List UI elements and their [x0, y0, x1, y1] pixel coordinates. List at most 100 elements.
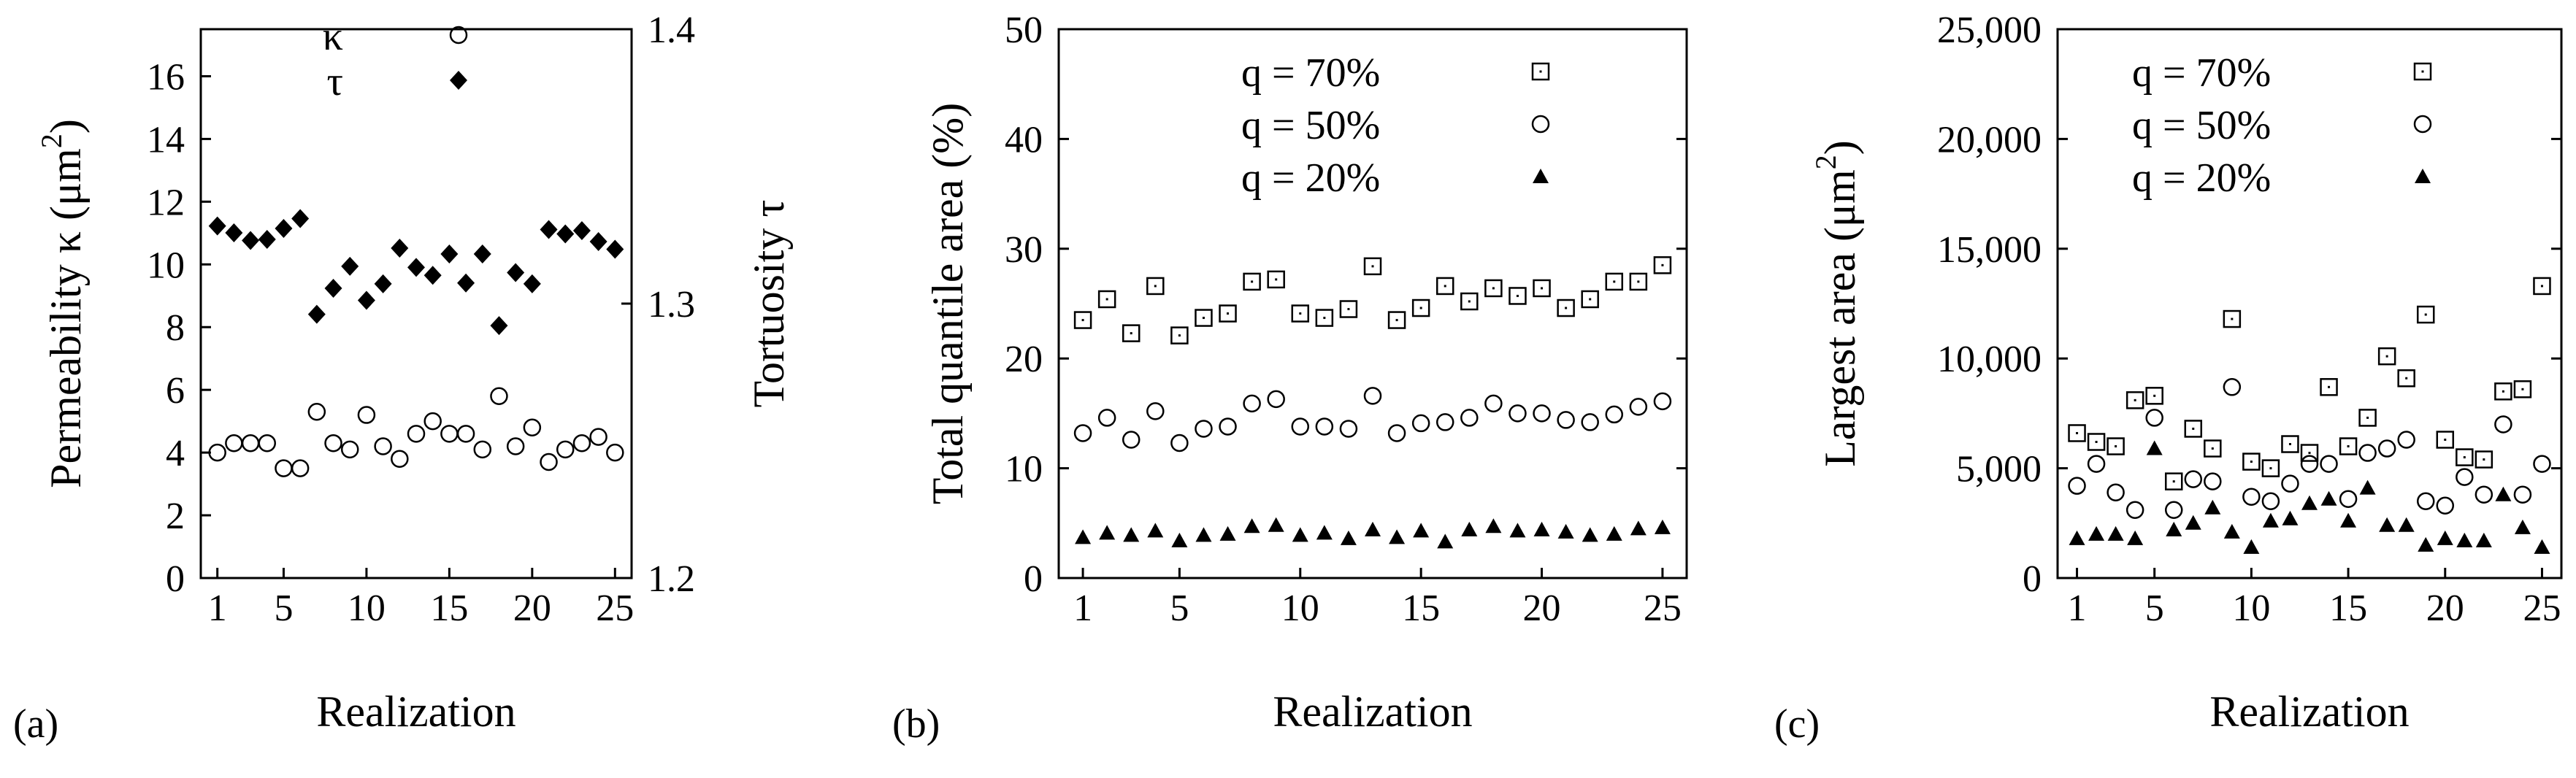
data-point-circle [2456, 468, 2474, 486]
data-point-circle [2125, 501, 2144, 520]
data-point-triangle [1509, 523, 1526, 538]
data-point-square [2281, 435, 2299, 453]
data-point-diamond [606, 239, 624, 259]
panel-a-x-ticks: 1 5 10 15 20 25 [208, 568, 634, 629]
panel-b-x-axis-label: Realization [1273, 688, 1472, 736]
data-point-diamond [324, 278, 342, 298]
data-point-square [2320, 378, 2338, 396]
data-point-triangle [2069, 530, 2085, 545]
panel-a-label: (a) [13, 701, 58, 747]
x-tick-label: 1 [2068, 588, 2087, 629]
data-point-square [2087, 433, 2106, 451]
data-point-circle [1581, 413, 1599, 431]
panel-b-legend: q = 70% q = 50% q = 20% [1241, 50, 1550, 201]
data-point-circle [440, 425, 459, 443]
data-point-circle [391, 450, 409, 468]
data-point-square [1533, 279, 1551, 298]
data-point-circle [2281, 474, 2299, 493]
data-point-triangle [1389, 529, 1406, 544]
data-point-circle [2300, 455, 2319, 473]
y-tick-label: 16 [147, 56, 185, 98]
data-point-square [2494, 382, 2512, 401]
data-point-triangle [2359, 479, 2376, 495]
data-point-triangle [1292, 527, 1308, 542]
data-point-circle [374, 437, 392, 455]
data-point-triangle [2262, 512, 2279, 528]
data-point-square [2204, 439, 2222, 458]
panel-b-marks [1073, 256, 1672, 549]
data-point-circle [1460, 409, 1479, 427]
x-tick-label: 15 [430, 588, 468, 629]
data-point-diamond [589, 232, 607, 252]
y-tick-label: 6 [166, 370, 185, 412]
legend-label: τ [326, 59, 343, 104]
data-point-triangle [1654, 519, 1671, 534]
data-point-square [2145, 387, 2163, 405]
x-tick-label: 25 [1644, 588, 1682, 629]
data-point-circle [407, 425, 426, 443]
data-point-triangle [1243, 518, 1260, 534]
y-tick-label: 0 [1024, 558, 1043, 600]
data-point-diamond [391, 239, 409, 258]
data-point-triangle [1123, 527, 1140, 542]
y-tick-label: 25,000 [1937, 9, 2042, 51]
data-point-triangle [2379, 517, 2396, 532]
x-tick-label: 10 [348, 588, 386, 629]
panel-c-y-ticks: 0 5,000 10,000 15,000 20,000 25,000 [1937, 9, 2561, 600]
data-point-square [1243, 272, 1261, 291]
data-point-triangle [2166, 521, 2182, 536]
data-point-circle [2164, 501, 2183, 520]
data-point-circle [1629, 398, 1648, 416]
data-point-diamond [540, 220, 558, 239]
y-tick-label: 50 [1005, 9, 1043, 51]
data-point-circle [2261, 492, 2280, 510]
data-point-diamond [208, 216, 226, 236]
data-point-triangle [1316, 525, 1333, 540]
data-point-circle [2416, 492, 2435, 510]
data-point-diamond [291, 209, 310, 228]
panel-c-x-ticks: 1 5 10 15 20 25 [2068, 568, 2561, 629]
data-point-circle [1435, 413, 1454, 431]
data-point-triangle [2495, 486, 2512, 501]
data-point-square [1509, 287, 1527, 305]
data-point-square [1363, 257, 1382, 276]
data-point-circle [2339, 490, 2358, 508]
data-point-triangle [2107, 525, 2124, 541]
data-point-triangle [2534, 539, 2550, 554]
y-tick-label: 14 [147, 119, 185, 161]
panel-c-legend: q = 70% q = 50% q = 20% [2132, 50, 2432, 201]
data-point-circle [258, 434, 277, 452]
panel-a-y2-ticks: 1.2 1.3 1.4 [621, 9, 695, 600]
data-point-circle [1195, 420, 1213, 438]
y-tick-label: 12 [147, 182, 185, 223]
data-point-circle [324, 434, 342, 452]
data-point-square [2107, 437, 2125, 455]
data-point-square [1267, 270, 1285, 289]
data-point-triangle [2418, 536, 2434, 552]
data-point-circle [2494, 415, 2512, 434]
data-point-diamond [457, 273, 475, 293]
data-point-square [2184, 420, 2203, 438]
data-point-triangle [2301, 495, 2318, 510]
data-point-square [1411, 299, 1430, 317]
y-tick-label: 10 [147, 244, 185, 286]
data-point-triangle [2185, 515, 2201, 530]
data-point-circle [540, 452, 558, 471]
data-point-square [2164, 472, 2183, 490]
x-tick-label: 15 [1402, 588, 1440, 629]
data-point-square [2513, 380, 2532, 398]
data-point-triangle [1461, 521, 1478, 536]
data-point-circle [556, 440, 575, 459]
data-point-square [2533, 277, 2551, 296]
data-point-diamond [407, 258, 425, 277]
data-point-triangle [2146, 440, 2163, 455]
data-point-triangle [1219, 525, 1236, 541]
data-point-circle [2513, 485, 2532, 504]
x-tick-label: 5 [1170, 588, 1189, 629]
data-point-square [1170, 326, 1189, 344]
panel-c-marks [2068, 277, 2551, 554]
panel-c-label: (c) [1774, 701, 1820, 747]
data-point-circle [2145, 409, 2163, 427]
data-point-circle [1243, 394, 1261, 413]
